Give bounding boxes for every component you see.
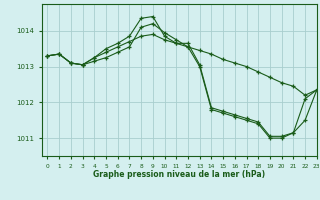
X-axis label: Graphe pression niveau de la mer (hPa): Graphe pression niveau de la mer (hPa): [93, 170, 265, 179]
